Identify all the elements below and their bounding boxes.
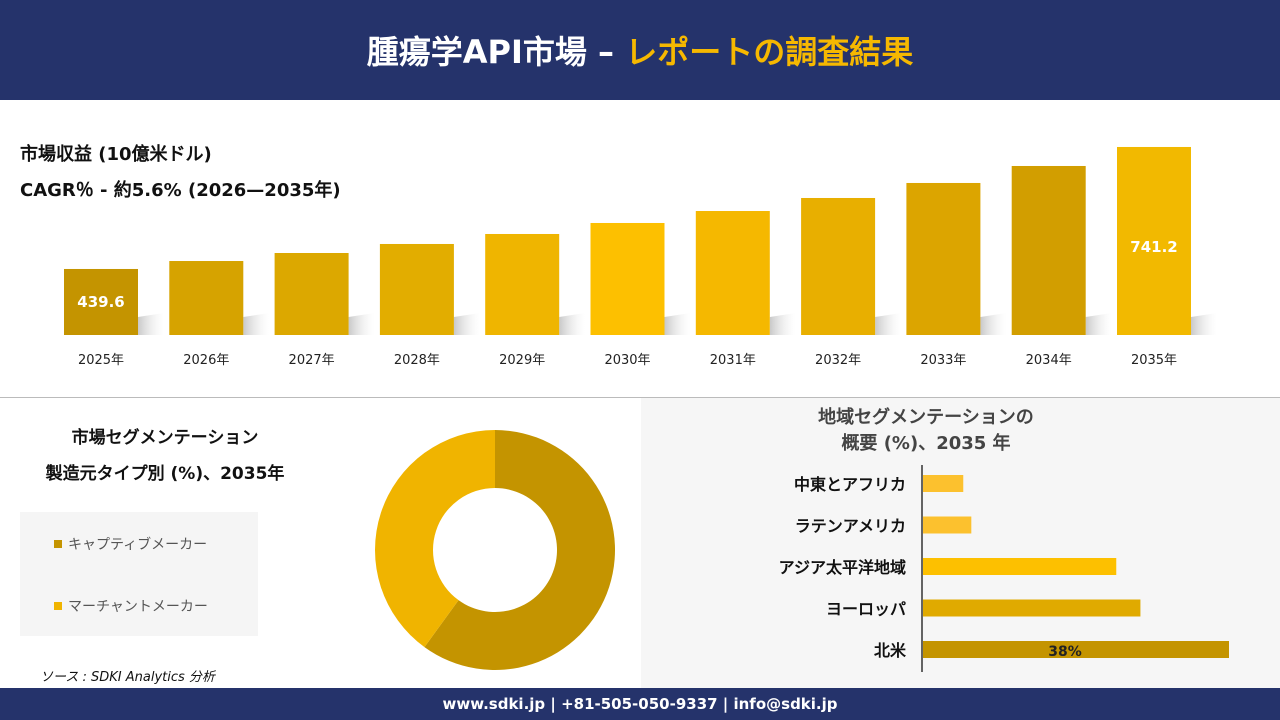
region-panel <box>641 398 1280 688</box>
legend-merchant: マーチャントメーカー <box>54 596 208 616</box>
region-title: 地域セグメンテーションの 概要 (%)、2035 年 <box>741 405 1111 457</box>
bar-shadow <box>769 313 796 335</box>
donut-legend: キャプティブメーカー マーチャントメーカー <box>20 512 258 636</box>
x-tick-label: 2031年 <box>710 353 756 368</box>
x-tick-label: 2032年 <box>815 353 861 368</box>
bar-shadow <box>1085 313 1112 335</box>
data-label: 439.6 <box>77 293 124 311</box>
data-label: 741.2 <box>1130 238 1177 256</box>
manufacturer-donut-chart <box>374 430 615 670</box>
bar-shadow <box>875 313 902 335</box>
legend-captive: キャプティブメーカー <box>54 534 207 554</box>
footer-contact: www.sdki.jp | +81-505-050-9337 | info@sd… <box>0 688 1280 720</box>
region-label: ヨーロッパ <box>826 600 906 619</box>
region-bar <box>923 516 972 534</box>
legend-swatch <box>54 540 62 548</box>
title-highlight: レポートの調査結果 <box>625 33 914 71</box>
region-title-line2: 概要 (%)、2035 年 <box>841 433 1011 454</box>
legend-label: キャプティブメーカー <box>68 537 208 553</box>
cagr-label: CAGR％ - 約5.6% (2026—2035年) <box>20 180 341 201</box>
region-label: 北米 <box>874 641 907 660</box>
x-tick-label: 2028年 <box>394 353 440 368</box>
revenue-bar <box>801 197 876 335</box>
donut-slice <box>424 430 615 670</box>
revenue-bar <box>64 268 138 335</box>
bar-shadow <box>980 313 1007 335</box>
revenue-bar-chart: 2025年 439.6 2026年 2027年 2028年 2029年 2030年 2031年… <box>64 146 1217 368</box>
x-tick-label: 2030年 <box>604 353 650 368</box>
page-header: 腫瘍学API市場 – レポートの調査結果 <box>0 0 1280 100</box>
bar-shadow <box>1191 313 1217 335</box>
revenue-bar <box>590 222 665 335</box>
bar-shadow <box>348 313 375 335</box>
title-main: 腫瘍学API市場 – <box>366 33 615 71</box>
region-bar <box>923 599 1141 617</box>
revenue-bar <box>1011 165 1086 335</box>
bar-shadow <box>243 313 270 335</box>
revenue-bar <box>906 182 981 335</box>
revenue-bar <box>695 211 770 335</box>
bar-shadow <box>138 313 164 335</box>
region-bar <box>923 558 1117 575</box>
region-bar <box>923 475 964 492</box>
revenue-bar <box>274 253 349 335</box>
region-bar <box>923 641 1229 658</box>
x-tick-label: 2027年 <box>289 353 335 368</box>
source-note: ソース : SDKI Analytics 分析 <box>40 670 215 685</box>
data-label: 38% <box>1048 644 1082 660</box>
segment-title: 市場セグメンテーション <box>71 428 259 448</box>
bar-shadow <box>559 313 586 335</box>
legend-swatch <box>54 602 62 610</box>
region-label: ラテンアメリカ <box>795 517 906 536</box>
x-tick-label: 2034年 <box>1026 353 1072 368</box>
region-label: アジア太平洋地域 <box>779 558 906 577</box>
legend-label: マーチャントメーカー <box>68 599 208 615</box>
revenue-bar <box>379 243 454 335</box>
segment-subtitle: 製造元タイプ別 (%)、2035年 <box>45 464 285 484</box>
revenue-label: 市場収益 (10億米ドル) <box>20 144 212 165</box>
x-tick-label: 2033年 <box>920 353 966 368</box>
donut-slice <box>374 430 495 648</box>
revenue-bar <box>169 261 244 335</box>
x-tick-label: 2026年 <box>183 353 229 368</box>
revenue-bar <box>1117 146 1191 335</box>
region-title-line1: 地域セグメンテーションの <box>818 407 1034 428</box>
bar-shadow <box>664 313 691 335</box>
region-label: 中東とアフリカ <box>794 475 906 494</box>
bar-shadow <box>453 313 480 335</box>
revenue-bar <box>485 233 560 335</box>
x-tick-label: 2029年 <box>499 353 545 368</box>
x-tick-label: 2025年 <box>78 353 124 368</box>
x-tick-label: 2035年 <box>1131 353 1177 368</box>
divider <box>0 397 1280 398</box>
